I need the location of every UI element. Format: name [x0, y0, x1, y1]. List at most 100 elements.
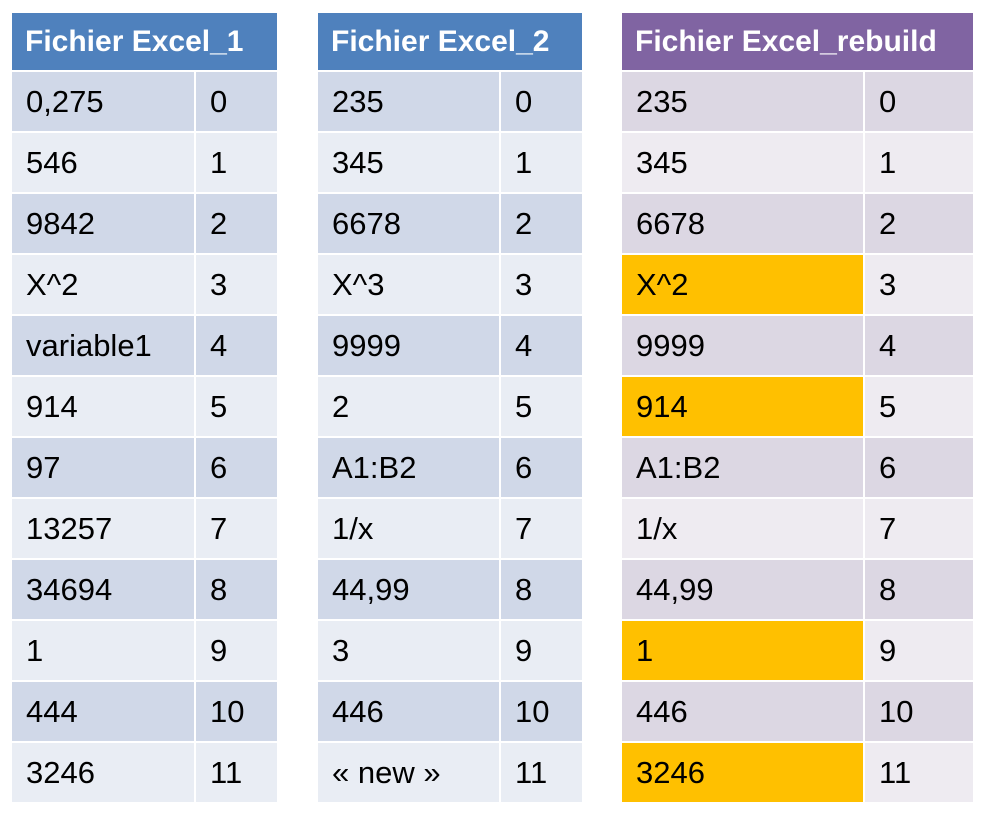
value-cell: 235	[622, 72, 865, 133]
index-cell: 4	[196, 316, 277, 377]
table-row: 6678 2	[318, 194, 582, 255]
highlighted-value-cell: X^2	[622, 255, 865, 316]
table-row: 97 6	[12, 438, 277, 499]
index-cell: 2	[501, 194, 582, 255]
table-row: variable1 4	[12, 316, 277, 377]
value-cell: 3246	[12, 743, 196, 802]
index-cell: 10	[865, 682, 974, 743]
value-cell: 13257	[12, 499, 196, 560]
index-cell: 8	[501, 560, 582, 621]
index-cell: 4	[501, 316, 582, 377]
value-cell: 444	[12, 682, 196, 743]
table-row: X^3 3	[318, 255, 582, 316]
index-cell: 3	[501, 255, 582, 316]
table-row: 13257 7	[12, 499, 277, 560]
table-row: 44,99 8	[318, 560, 582, 621]
index-cell: 10	[196, 682, 277, 743]
value-cell: 914	[12, 377, 196, 438]
index-cell: 4	[865, 316, 974, 377]
value-cell: X^2	[12, 255, 196, 316]
index-cell: 6	[865, 438, 974, 499]
table-row: X^2 3	[12, 255, 277, 316]
table-title: Fichier Excel_2	[318, 13, 582, 72]
index-cell: 8	[865, 560, 974, 621]
index-cell: 5	[196, 377, 277, 438]
value-cell: variable1	[12, 316, 196, 377]
value-cell: 1/x	[318, 499, 501, 560]
index-cell: 6	[501, 438, 582, 499]
value-cell: 9999	[318, 316, 501, 377]
table-row: X^2 3	[622, 255, 974, 316]
table-row: 345 1	[318, 133, 582, 194]
table-row: 9999 4	[318, 316, 582, 377]
value-cell: 44,99	[318, 560, 501, 621]
value-cell: 6678	[622, 194, 865, 255]
table-row: 914 5	[12, 377, 277, 438]
index-cell: 0	[865, 72, 974, 133]
index-cell: 2	[196, 194, 277, 255]
index-cell: 2	[865, 194, 974, 255]
index-cell: 1	[501, 133, 582, 194]
table-row: 3246 11	[12, 743, 277, 802]
value-cell: 97	[12, 438, 196, 499]
index-cell: 5	[501, 377, 582, 438]
index-cell: 3	[865, 255, 974, 316]
value-cell: 9842	[12, 194, 196, 255]
value-cell: 34694	[12, 560, 196, 621]
value-cell: 6678	[318, 194, 501, 255]
table-row: 3246 11	[622, 743, 974, 802]
value-cell: 2	[318, 377, 501, 438]
table-row: 6678 2	[622, 194, 974, 255]
index-cell: 0	[501, 72, 582, 133]
table-row: A1:B2 6	[318, 438, 582, 499]
table-excel-2: Fichier Excel_2 235 0 345 1 6678 2 X^3 3 9999 4 2 5…	[318, 13, 582, 802]
table-row: 546 1	[12, 133, 277, 194]
table-row: 1/x 7	[318, 499, 582, 560]
value-cell: 1	[12, 621, 196, 682]
highlighted-value-cell: 1	[622, 621, 865, 682]
index-cell: 9	[865, 621, 974, 682]
table-row: 446 10	[622, 682, 974, 743]
table-row: 446 10	[318, 682, 582, 743]
index-cell: 1	[865, 133, 974, 194]
value-cell: A1:B2	[318, 438, 501, 499]
index-cell: 1	[196, 133, 277, 194]
index-cell: 8	[196, 560, 277, 621]
table-title: Fichier Excel_1	[12, 13, 277, 72]
index-cell: 5	[865, 377, 974, 438]
value-cell: 1/x	[622, 499, 865, 560]
index-cell: 9	[501, 621, 582, 682]
table-row: 444 10	[12, 682, 277, 743]
value-cell: X^3	[318, 255, 501, 316]
index-cell: 7	[196, 499, 277, 560]
value-cell: 3	[318, 621, 501, 682]
value-cell: « new »	[318, 743, 501, 802]
index-cell: 6	[196, 438, 277, 499]
value-cell: 44,99	[622, 560, 865, 621]
table-row: 345 1	[622, 133, 974, 194]
table-row: « new » 11	[318, 743, 582, 802]
index-cell: 9	[196, 621, 277, 682]
value-cell: 446	[318, 682, 501, 743]
table-row: 9999 4	[622, 316, 974, 377]
table-row: 1/x 7	[622, 499, 974, 560]
value-cell: A1:B2	[622, 438, 865, 499]
index-cell: 10	[501, 682, 582, 743]
highlighted-value-cell: 3246	[622, 743, 865, 802]
value-cell: 9999	[622, 316, 865, 377]
value-cell: 0,275	[12, 72, 196, 133]
value-cell: 546	[12, 133, 196, 194]
table-row: 44,99 8	[622, 560, 974, 621]
index-cell: 11	[501, 743, 582, 802]
table-row: 235 0	[318, 72, 582, 133]
value-cell: 235	[318, 72, 501, 133]
index-cell: 11	[865, 743, 974, 802]
value-cell: 446	[622, 682, 865, 743]
index-cell: 11	[196, 743, 277, 802]
table-row: 235 0	[622, 72, 974, 133]
value-cell: 345	[318, 133, 501, 194]
